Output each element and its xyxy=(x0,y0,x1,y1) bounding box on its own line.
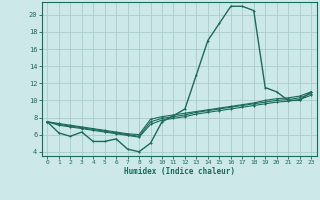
X-axis label: Humidex (Indice chaleur): Humidex (Indice chaleur) xyxy=(124,167,235,176)
